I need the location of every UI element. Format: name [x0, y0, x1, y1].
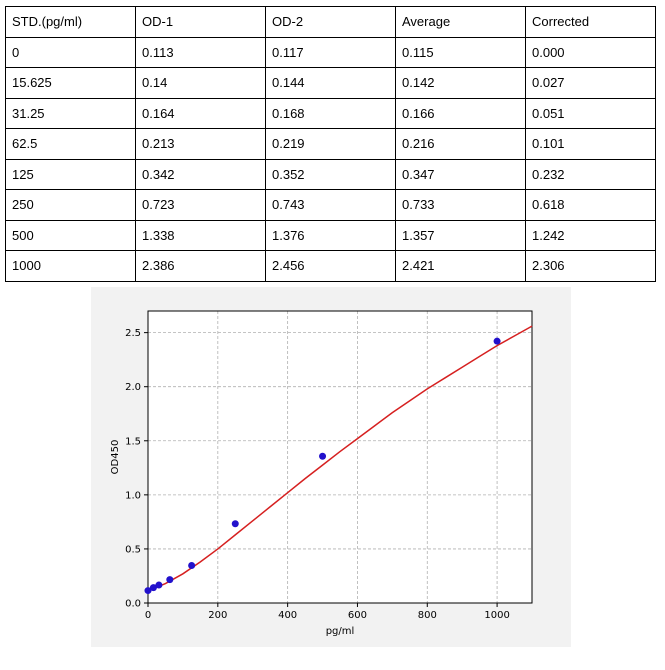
cell-corrected: 0.232 [525, 158, 656, 190]
cell-od1: 0.723 [135, 189, 266, 221]
data-point [188, 561, 196, 569]
table-row: 250 0.723 0.743 0.733 0.618 [5, 189, 656, 221]
cell-od1: 0.113 [135, 36, 266, 68]
cell-od2: 2.456 [265, 250, 396, 282]
data-point [319, 452, 327, 460]
cell-od1: 0.14 [135, 67, 266, 99]
x-tick-label: 0 [145, 610, 151, 621]
cell-od2: 0.219 [265, 128, 396, 160]
cell-od2: 0.168 [265, 97, 396, 129]
y-tick-label: 1.5 [125, 436, 141, 447]
y-axis-label: OD450 [110, 440, 121, 475]
data-point [144, 587, 152, 595]
cell-std: 250 [5, 189, 136, 221]
table-row: 125 0.342 0.352 0.347 0.232 [5, 158, 656, 190]
cell-od2: 0.144 [265, 67, 396, 99]
cell-od2: 0.743 [265, 189, 396, 221]
cell-corrected: 1.242 [525, 219, 656, 251]
table-row: 500 1.338 1.376 1.357 1.242 [5, 219, 656, 251]
cell-average: 0.142 [395, 67, 526, 99]
plot-area [148, 311, 532, 603]
cell-od2: 0.352 [265, 158, 396, 190]
cell-average: 0.216 [395, 128, 526, 160]
cell-corrected: 0.051 [525, 97, 656, 129]
column-header-od2: OD-2 [265, 6, 396, 38]
y-tick-label: 0.0 [125, 599, 141, 610]
column-header-average: Average [395, 6, 526, 38]
table-header-row: STD.(pg/ml) OD-1 OD-2 Average Corrected [5, 6, 656, 38]
cell-od1: 0.342 [135, 158, 266, 190]
chart-panel: 0 200 400 600 800 1000 0.0 0.5 1.0 1.5 2.0 2.5 pg/ml… [91, 287, 571, 647]
cell-od1: 0.164 [135, 97, 266, 129]
column-header-corrected: Corrected [525, 6, 656, 38]
table-row: 1000 2.386 2.456 2.421 2.306 [5, 250, 656, 282]
cell-od1: 0.213 [135, 128, 266, 160]
x-tick-label: 200 [208, 610, 227, 621]
column-header-std: STD.(pg/ml) [5, 6, 136, 38]
cell-corrected: 0.101 [525, 128, 656, 160]
standard-curve-chart: 0 200 400 600 800 1000 0.0 0.5 1.0 1.5 2.0 2.5 pg/ml… [110, 310, 533, 637]
cell-std: 500 [5, 219, 136, 251]
cell-average: 2.421 [395, 250, 526, 282]
axes-frame [147, 310, 533, 604]
cell-average: 1.357 [395, 219, 526, 251]
standard-curve-table: STD.(pg/ml) OD-1 OD-2 Average Corrected … [5, 6, 656, 282]
y-tick-label: 1.0 [125, 490, 141, 501]
cell-od1: 1.338 [135, 219, 266, 251]
table-row: 0 0.113 0.117 0.115 0.000 [5, 36, 656, 68]
x-tick-label: 600 [348, 610, 367, 621]
cell-od1: 2.386 [135, 250, 266, 282]
table-row: 62.5 0.213 0.219 0.216 0.101 [5, 128, 656, 160]
data-point [166, 576, 174, 584]
cell-corrected: 2.306 [525, 250, 656, 282]
cell-std: 62.5 [5, 128, 136, 160]
cell-average: 0.347 [395, 158, 526, 190]
table-row: 15.625 0.14 0.144 0.142 0.027 [5, 67, 656, 99]
cell-average: 0.733 [395, 189, 526, 221]
table-row: 31.25 0.164 0.168 0.166 0.051 [5, 97, 656, 129]
data-point [231, 520, 239, 528]
fit-curve-line [147, 325, 533, 592]
cell-std: 125 [5, 158, 136, 190]
y-tick-label: 0.5 [125, 544, 141, 555]
cell-corrected: 0.027 [525, 67, 656, 99]
cell-od2: 1.376 [265, 219, 396, 251]
x-tick-label: 400 [278, 610, 297, 621]
x-tick-label: 800 [418, 610, 437, 621]
cell-corrected: 0.618 [525, 189, 656, 221]
x-axis-label: pg/ml [326, 626, 355, 637]
x-tick-label: 1000 [484, 610, 509, 621]
data-point [155, 581, 163, 589]
cell-std: 15.625 [5, 67, 136, 99]
cell-corrected: 0.000 [525, 36, 656, 68]
cell-average: 0.166 [395, 97, 526, 129]
data-point [493, 337, 501, 345]
cell-od2: 0.117 [265, 36, 396, 68]
y-tick-label: 2.5 [125, 328, 141, 339]
cell-std: 0 [5, 36, 136, 68]
cell-std: 31.25 [5, 97, 136, 129]
y-tick-label: 2.0 [125, 382, 141, 393]
data-point [149, 584, 157, 592]
cell-std: 1000 [5, 250, 136, 282]
cell-average: 0.115 [395, 36, 526, 68]
column-header-od1: OD-1 [135, 6, 266, 38]
